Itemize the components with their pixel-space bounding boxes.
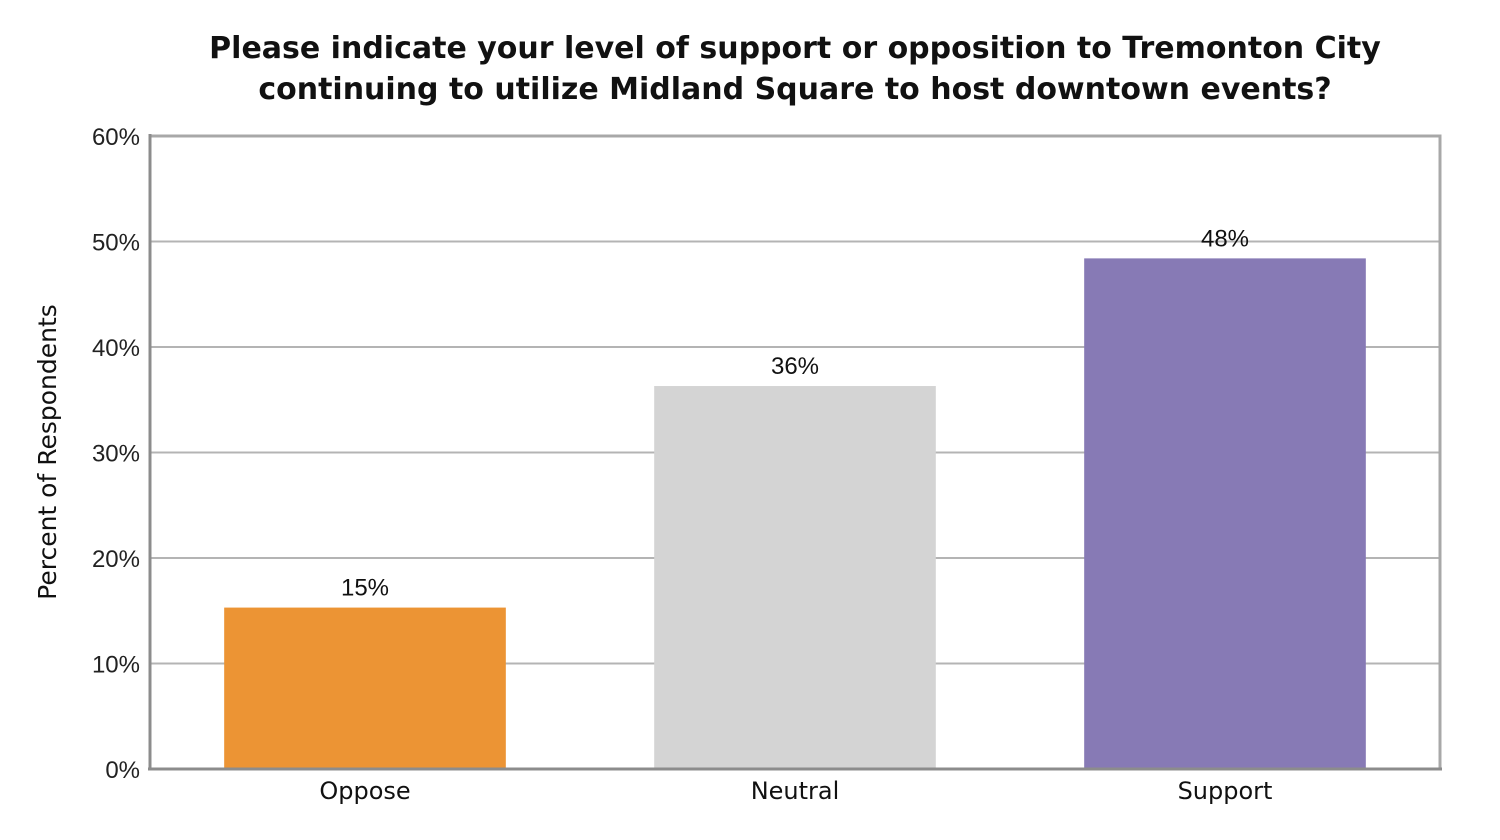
category-label-oppose: Oppose xyxy=(319,777,410,805)
category-label-support: Support xyxy=(1178,777,1273,805)
bar-support xyxy=(1084,258,1366,769)
y-tick-label: 30% xyxy=(92,441,140,468)
category-labels: Oppose Neutral Support xyxy=(319,777,1272,805)
value-label-neutral: 36% xyxy=(771,353,819,380)
value-labels: 15% 36% 48% xyxy=(341,225,1249,601)
chart-title: Please indicate your level of support or… xyxy=(100,28,1490,110)
bar-oppose xyxy=(224,607,506,769)
chart-title-line-2: continuing to utilize Midland Square to … xyxy=(258,72,1332,107)
value-label-oppose: 15% xyxy=(341,575,389,602)
y-tick-label: 0% xyxy=(105,757,140,784)
bars xyxy=(224,258,1366,769)
chart-title-line-1: Please indicate your level of support or… xyxy=(209,31,1381,66)
y-tick-labels: 0% 10% 20% 30% 40% 50% 60% xyxy=(92,124,140,784)
y-tick-label: 40% xyxy=(92,335,140,362)
y-tick-label: 10% xyxy=(92,652,140,679)
y-tick-label: 20% xyxy=(92,546,140,573)
bar-neutral xyxy=(654,386,936,769)
value-label-support: 48% xyxy=(1201,225,1249,252)
y-tick-label: 50% xyxy=(92,230,140,257)
y-tick-label: 60% xyxy=(92,124,140,151)
y-axis-title: Percent of Respondents xyxy=(33,304,62,600)
category-label-neutral: Neutral xyxy=(751,777,840,805)
